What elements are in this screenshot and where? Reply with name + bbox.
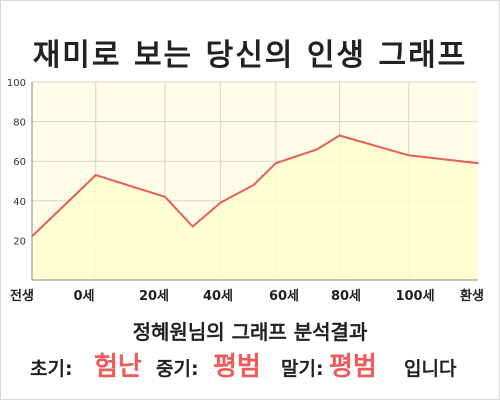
page-title: 재미로 보는 당신의 인생 그래프 bbox=[32, 38, 468, 73]
x-tick-label-2: 20세 bbox=[139, 289, 169, 304]
x-tick-label-3: 40세 bbox=[203, 289, 233, 304]
y-tick-label-1: 40 bbox=[13, 197, 26, 208]
data-point-6 bbox=[274, 162, 277, 164]
mid-label: 중기: bbox=[156, 358, 199, 380]
area-fill bbox=[32, 135, 478, 280]
y-tick-label-3: 80 bbox=[13, 118, 26, 129]
result-summary: 초기: 험난 중기: 평범 말기: 평범 입니다 bbox=[0, 344, 500, 382]
data-point-1 bbox=[94, 174, 97, 176]
x-tick-label-7: 환생 bbox=[460, 288, 484, 304]
data-point-10 bbox=[477, 162, 479, 164]
data-point-9 bbox=[407, 154, 410, 157]
data-point-8 bbox=[338, 134, 341, 137]
data-point-7 bbox=[316, 148, 319, 151]
late-label: 말기: bbox=[281, 358, 324, 380]
x-tick-label-4: 60세 bbox=[269, 289, 299, 304]
data-point-4 bbox=[219, 201, 222, 204]
x-tick-label-1: 0세 bbox=[73, 289, 94, 304]
result-title: 정혜원님의 그래프 분석결과 bbox=[132, 320, 368, 344]
x-tick-label-5: 80세 bbox=[331, 289, 361, 304]
early-value: 험난 bbox=[94, 352, 142, 382]
data-point-5 bbox=[252, 184, 255, 186]
life-graph-chart: 20 40 60 80 100 전생 0세 20세 40세 60세 80세 100세 환생 bbox=[7, 78, 484, 304]
mid-value: 평범 bbox=[213, 352, 261, 382]
y-tick-label-0: 20 bbox=[13, 236, 26, 247]
data-point-2 bbox=[164, 196, 166, 198]
result-suffix: 입니다 bbox=[404, 358, 457, 380]
x-tick-label-6: 100세 bbox=[395, 289, 434, 304]
data-point-3 bbox=[191, 225, 194, 228]
y-tick-label-2: 60 bbox=[13, 157, 26, 168]
late-value: 평범 bbox=[329, 352, 377, 382]
y-tick-label-4: 100 bbox=[7, 78, 26, 89]
early-label: 초기: bbox=[30, 358, 73, 380]
x-tick-label-0: 전생 bbox=[10, 288, 34, 304]
